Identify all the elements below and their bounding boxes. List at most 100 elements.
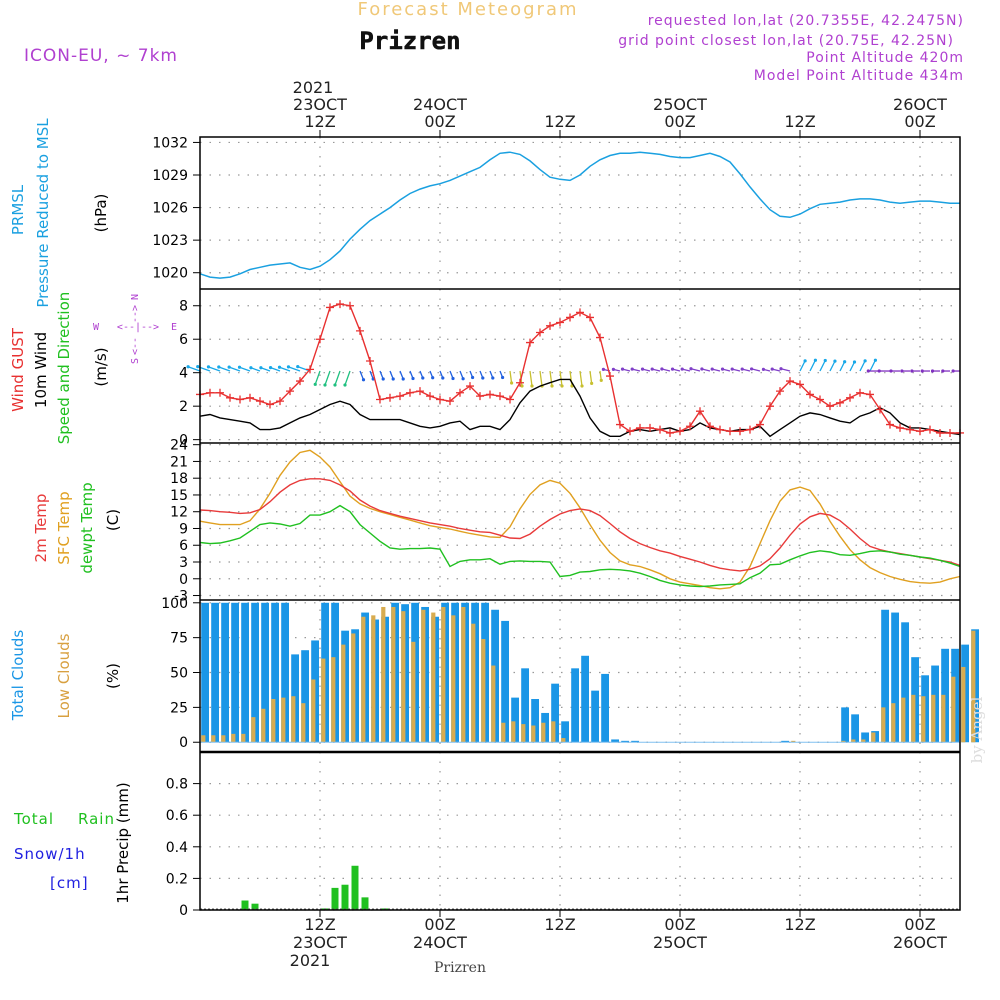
gust-marker — [896, 423, 904, 432]
y-tick-label: 0.6 — [166, 808, 188, 824]
gust-marker — [276, 397, 284, 406]
forecast-title: Forecast Meteogram — [357, 0, 578, 20]
wind-arrow-head — [491, 376, 495, 380]
x-label-top-time: 00Z — [904, 112, 935, 131]
x-label-top-time: 12Z — [544, 112, 575, 131]
bar-total-clouds — [601, 673, 609, 743]
bar-low-clouds — [541, 722, 546, 743]
wind-arrow-head — [650, 367, 654, 371]
compass-upper-arm: --> — [130, 305, 141, 323]
wind-arrow-head — [237, 365, 242, 369]
wind-arrow-head — [640, 367, 645, 371]
wind-arrow-head — [580, 384, 584, 388]
wind-arrow — [589, 370, 593, 384]
gust-marker — [756, 420, 764, 429]
gust-marker — [346, 301, 354, 310]
label-prmsl: PRMSL — [9, 184, 27, 235]
wind-arrow-head — [217, 365, 221, 369]
y-tick-label: 50 — [170, 666, 188, 682]
compass-n-label: N — [130, 294, 141, 300]
wind-arrow — [288, 366, 301, 372]
bar-low-clouds — [481, 639, 486, 743]
wind-arrow-head — [333, 383, 337, 387]
bar-total-clouds — [861, 732, 869, 743]
wind-arrow-head — [770, 367, 774, 371]
bar-low-clouds — [361, 616, 366, 743]
bar-low-clouds — [841, 740, 846, 743]
wind-arrow-head — [730, 367, 734, 371]
wind-arrow-head — [750, 367, 754, 371]
gust-marker — [246, 393, 254, 402]
gust-marker — [236, 395, 244, 404]
y-tick-label: 3 — [179, 555, 188, 571]
y-tick-label: 0 — [179, 903, 188, 919]
wind-arrow-head — [889, 369, 893, 373]
gust-marker — [306, 365, 314, 374]
wind-arrow-head — [471, 375, 475, 380]
wind-arrow-head — [186, 365, 190, 369]
y-tick-label: 0.2 — [166, 871, 188, 887]
bar-low-clouds — [941, 694, 946, 743]
bar-total-clouds — [221, 602, 229, 743]
bar-total-clouds — [901, 622, 909, 743]
wind-arrow-head — [381, 377, 385, 381]
gust-marker — [836, 398, 844, 407]
wind-arrow-head — [866, 369, 870, 373]
bar-low-clouds — [901, 697, 906, 743]
gust-marker — [806, 390, 814, 399]
bar-low-clouds — [211, 735, 216, 743]
gust-marker — [436, 395, 444, 404]
gust-marker — [466, 382, 474, 391]
gust-marker — [866, 390, 874, 399]
wind-arrow — [344, 370, 351, 386]
gust-marker — [506, 395, 514, 404]
bar-low-clouds — [911, 694, 916, 743]
series-wind-gust — [199, 303, 960, 434]
series-10m-wind — [199, 378, 961, 438]
y-tick-label: 2 — [179, 399, 188, 415]
wind-arrow-head — [411, 376, 415, 381]
wind-arrow-head — [313, 382, 317, 386]
wind-arrow — [334, 370, 341, 386]
bar-total-clouds — [501, 620, 509, 743]
gust-marker — [336, 300, 344, 309]
wind-arrow-head — [599, 378, 603, 382]
bar-low-clouds — [851, 739, 856, 743]
labels-layer: Forecast Meteogram Prizren ICON-EU, ~ 7k… — [9, 0, 986, 976]
wind-arrow-head — [873, 358, 878, 362]
gust-marker — [766, 402, 774, 411]
compass-e-label: E — [171, 322, 177, 333]
y-tick-label: 4 — [179, 366, 188, 382]
wind-arrow-head — [920, 369, 924, 373]
x-label-bottom-time: 00Z — [424, 915, 455, 934]
bar-low-clouds — [371, 615, 376, 743]
wind-arrow — [539, 370, 543, 387]
wind-arrow — [859, 360, 866, 372]
wind-arrow-head — [196, 365, 200, 369]
gust-marker — [846, 393, 854, 402]
bar-low-clouds — [491, 665, 496, 743]
bar-total-clouds — [251, 602, 259, 743]
gust-marker — [556, 318, 564, 327]
bar-low-clouds — [341, 644, 346, 743]
wind-arrow — [849, 361, 856, 372]
wind-arrow-head — [530, 384, 534, 388]
label-10m-wind: 10m Wind — [32, 332, 50, 408]
panels-layer: 1020102310261029103202468-30369121518212… — [152, 95, 979, 952]
y-tick-label: 6 — [179, 332, 188, 348]
label-speed-direction: Speed and Direction — [55, 292, 73, 445]
wind-arrow-head — [680, 367, 684, 371]
label-rain: Rain — [78, 810, 115, 828]
wind-arrow-head — [761, 367, 766, 371]
wind-arrow-head — [510, 381, 514, 385]
outer-frame — [199, 136, 961, 911]
wind-arrow-head — [910, 369, 914, 373]
gust-marker — [636, 423, 644, 432]
bar-low-clouds — [261, 708, 266, 743]
gust-marker — [786, 377, 794, 386]
y-tick-label: 0.4 — [166, 840, 188, 856]
bar-low-clouds — [241, 733, 246, 743]
gust-marker — [416, 387, 424, 396]
bar-total-clouds — [841, 707, 849, 743]
y-tick-label: 6 — [179, 538, 188, 554]
